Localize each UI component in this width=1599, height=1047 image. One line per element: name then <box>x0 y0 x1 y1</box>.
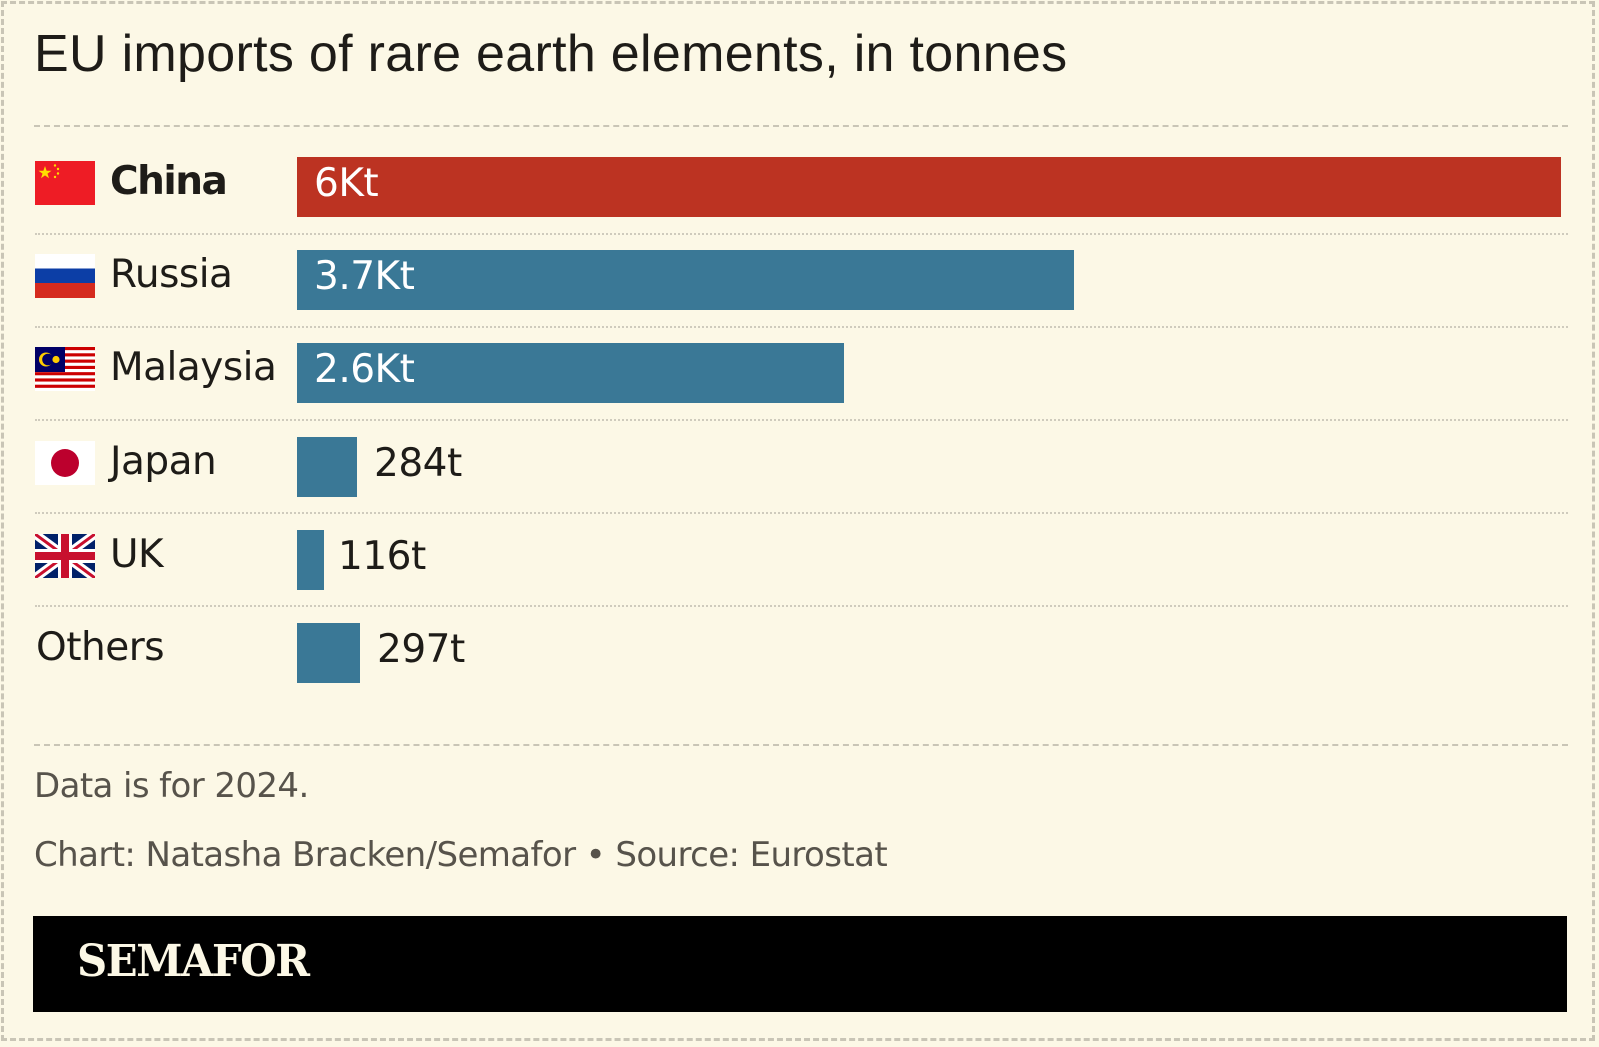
bar-russia <box>297 250 1074 310</box>
country-label: Russia <box>110 252 233 297</box>
value-label: 3.7Kt <box>314 254 415 299</box>
country-label: Japan <box>110 439 217 484</box>
bar-others <box>297 623 360 683</box>
country-label: Malaysia <box>110 345 277 390</box>
value-label: 6Kt <box>314 161 379 206</box>
value-label: 297t <box>377 627 465 672</box>
bar-uk <box>297 530 324 590</box>
bar-row-russia: Russia 3.7Kt <box>0 250 1599 310</box>
bar-malaysia <box>297 343 844 403</box>
header-divider <box>34 125 1568 127</box>
bar-row-uk: UK 116t <box>0 530 1599 590</box>
bar-japan <box>297 437 357 497</box>
row-divider <box>35 419 1568 421</box>
bar-row-others: Others 297t <box>0 623 1599 683</box>
data-note: Data is for 2024. <box>34 766 309 806</box>
bar-china <box>297 157 1561 217</box>
japan-flag-icon <box>35 441 95 485</box>
uk-flag-icon <box>35 534 95 578</box>
credit-line: Chart: Natasha Bracken/Semafor • Source:… <box>34 835 888 875</box>
russia-flag-icon <box>35 254 95 298</box>
malaysia-flag-icon <box>35 347 95 391</box>
chart-title: EU imports of rare earth elements, in to… <box>34 25 1068 83</box>
country-label: Others <box>36 625 165 670</box>
brand-footer: SEMAFOR <box>33 916 1567 1012</box>
value-label: 116t <box>338 534 426 579</box>
country-label: China <box>110 159 228 204</box>
row-divider <box>35 605 1568 607</box>
row-divider <box>35 512 1568 514</box>
row-divider <box>35 326 1568 328</box>
bar-row-malaysia: Malaysia 2.6Kt <box>0 343 1599 403</box>
value-label: 2.6Kt <box>314 347 415 392</box>
country-label: UK <box>110 532 164 577</box>
footer-divider <box>34 744 1568 746</box>
bar-row-japan: Japan 284t <box>0 437 1599 497</box>
china-flag-icon <box>35 161 95 205</box>
row-divider <box>35 233 1568 235</box>
bar-row-china: China 6Kt <box>0 157 1599 217</box>
value-label: 284t <box>374 441 462 486</box>
brand-logo: SEMAFOR <box>77 936 310 987</box>
